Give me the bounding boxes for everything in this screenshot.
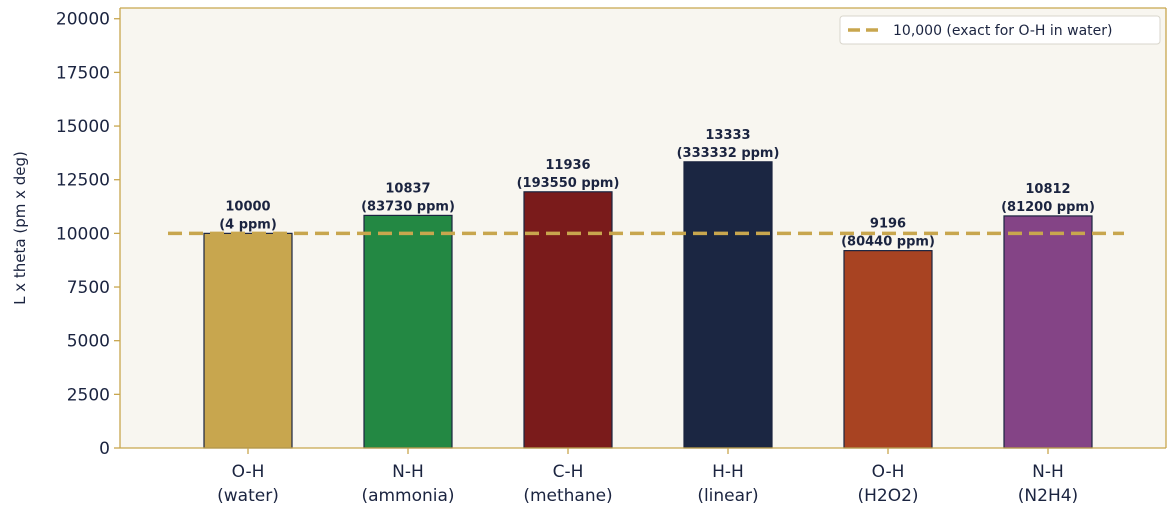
x-tick-sublabel: (H2O2) (857, 486, 918, 506)
legend-box (839, 15, 1161, 45)
bar (523, 191, 613, 449)
data-label-ppm: (81200 ppm) (1001, 200, 1095, 215)
data-label-value: 11936 (545, 158, 590, 173)
x-tick-sublabel: (linear) (697, 486, 758, 506)
y-tick-label: 10000 (56, 224, 110, 244)
bar (1003, 215, 1093, 449)
y-tick-label: 15000 (56, 117, 110, 137)
bar (363, 214, 453, 449)
x-tick-label: C-H (553, 462, 584, 482)
data-label-value: 10000 (225, 199, 270, 214)
x-axis-categories: O-H (water) N-H (ammonia) C-H (methane) H-H (li… (217, 448, 1078, 506)
legend-label: 10,000 (exact for O-H in water) (893, 23, 1112, 39)
y-tick-label: 12500 (56, 171, 110, 191)
x-tick-label: O-H (872, 462, 905, 482)
x-tick-sublabel: (N2H4) (1018, 486, 1078, 506)
data-label-ppm: (4 ppm) (219, 217, 277, 232)
data-label-ppm: (193550 ppm) (517, 176, 620, 191)
bar (843, 250, 933, 449)
data-label-value: 10812 (1025, 182, 1070, 197)
x-tick-label: N-H (1032, 462, 1064, 482)
x-tick-sublabel: (water) (217, 486, 279, 506)
y-tick-label: 5000 (67, 332, 110, 352)
bar (203, 232, 293, 449)
y-axis-title: L x theta (pm x deg) (11, 151, 29, 305)
data-label-value: 13333 (705, 128, 750, 143)
x-tick-sublabel: (ammonia) (361, 486, 454, 506)
y-axis-ticks: 0 2500 5000 7500 10000 12500 15000 17500 20000 (56, 10, 120, 459)
data-labels: 10000 (4 ppm) 10837 (83730 ppm) 11936 (193550… (219, 128, 1095, 250)
data-label-value: 10837 (385, 181, 430, 196)
plot-area (120, 8, 1166, 448)
data-label-value: 9196 (870, 217, 906, 232)
y-tick-label: 2500 (67, 385, 110, 405)
x-tick-label: O-H (232, 462, 265, 482)
y-tick-label: 17500 (56, 63, 110, 83)
data-label-ppm: (83730 ppm) (361, 199, 455, 214)
x-tick-sublabel: (methane) (523, 486, 612, 506)
legend: 10,000 (exact for O-H in water) (839, 15, 1161, 45)
x-tick-label: H-H (712, 462, 744, 482)
y-tick-label: 7500 (67, 278, 110, 298)
y-tick-label: 0 (99, 439, 110, 459)
data-label-ppm: (333332 ppm) (677, 146, 780, 161)
x-tick-label: N-H (392, 462, 424, 482)
data-label-ppm: (80440 ppm) (841, 235, 935, 250)
y-tick-label: 20000 (56, 10, 110, 30)
bar (683, 161, 773, 449)
